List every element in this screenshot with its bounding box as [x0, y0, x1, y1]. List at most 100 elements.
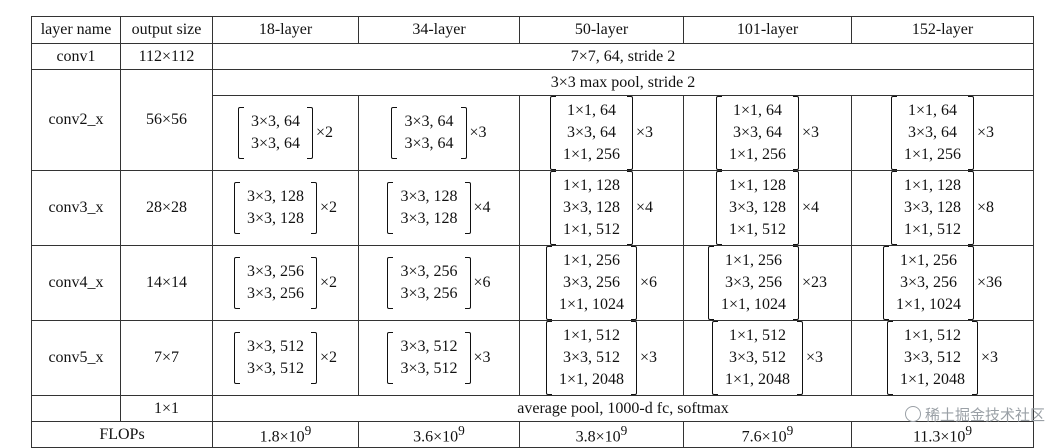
bracket-matrix: 1×1, 128 3×3, 128 1×1, 512	[549, 170, 633, 246]
block-line: 3×3, 512	[246, 360, 304, 377]
bracket-matrix: 1×1, 256 3×3, 256 1×1, 1024	[545, 245, 637, 321]
block-line: 1×1, 256	[562, 146, 620, 163]
watermark: 稀土掘金技术社区	[904, 404, 1045, 425]
block-cell: 1×1, 64 3×3, 64 1×1, 256 ×3	[519, 95, 684, 171]
block-multiplier: ×4	[473, 199, 491, 216]
output-size-cell: 1×1	[120, 395, 213, 422]
block-multiplier: ×3	[636, 124, 654, 141]
residual-block: 1×1, 512 3×3, 512 1×1, 2048 ×3	[711, 320, 824, 396]
block-line: 1×1, 256	[903, 146, 961, 163]
block-cell: 1×1, 256 3×3, 256 1×1, 1024 ×23	[683, 245, 852, 321]
flops-mantissa: 3.6	[413, 428, 434, 446]
block-line: 3×3, 64	[250, 113, 300, 130]
bracket-matrix: 1×1, 128 3×3, 128 1×1, 512	[890, 170, 974, 246]
flops-times: ×10	[279, 428, 305, 446]
block-line: 3×3, 64	[404, 135, 454, 152]
residual-block: 3×3, 256 3×3, 256 ×6	[387, 256, 491, 310]
resnet-architecture-table: layer name output size 18-layer 34-layer 50-…	[31, 16, 1034, 448]
layer-name-cell: conv1	[31, 43, 121, 70]
header-cell: 101-layer	[683, 16, 852, 44]
residual-block: 1×1, 128 3×3, 128 1×1, 512 ×4	[715, 170, 820, 246]
block-multiplier: ×3	[473, 349, 491, 366]
block-line: 3×3, 64	[404, 113, 454, 130]
residual-block: 1×1, 128 3×3, 128 1×1, 512 ×4	[549, 170, 653, 246]
block-line: 1×1, 2048	[558, 371, 624, 388]
avgpool-row: 1×1 average pool, 1000-d fc, softmax	[31, 395, 1034, 422]
block-cell: 3×3, 256 3×3, 256 ×2	[212, 245, 359, 321]
bracket-matrix: 3×3, 512 3×3, 512	[387, 331, 471, 385]
block-multiplier: ×2	[320, 349, 338, 366]
residual-block: 1×1, 64 3×3, 64 1×1, 256 ×3	[890, 95, 994, 171]
block-line: 3×3, 512	[903, 349, 961, 366]
layer-name-cell: conv2_x	[31, 69, 121, 171]
output-size-cell: 14×14	[120, 245, 213, 321]
block-cell: 1×1, 256 3×3, 256 1×1, 1024 ×6	[519, 245, 684, 321]
block-line: 1×1, 256	[899, 252, 957, 269]
block-multiplier: ×4	[802, 199, 820, 216]
block-line: 3×3, 256	[899, 274, 957, 291]
block-multiplier: ×23	[802, 274, 828, 291]
bracket-matrix: 3×3, 256 3×3, 256	[387, 256, 471, 310]
maxpool-row: conv2_x 56×56 3×3 max pool, stride 2	[31, 69, 1034, 171]
block-line: 1×1, 64	[732, 102, 782, 119]
flops-times: ×10	[761, 428, 787, 446]
residual-block: 3×3, 128 3×3, 128 ×4	[387, 181, 491, 235]
output-size-cell: 28×28	[120, 170, 213, 246]
block-cell: 3×3, 256 3×3, 256 ×6	[358, 245, 520, 321]
stage-row: conv4_x 14×14 3×3, 256 3×3, 256 ×2 3×3, 256 3×…	[31, 245, 1034, 321]
block-cell: 3×3, 128 3×3, 128 ×4	[358, 170, 520, 246]
flops-mantissa: 3.8	[575, 428, 596, 446]
block-line: 3×3, 256	[562, 274, 620, 291]
block-multiplier: ×36	[977, 274, 1003, 291]
residual-block: 3×3, 64 3×3, 64 ×2	[237, 106, 334, 160]
bracket-matrix: 1×1, 64 3×3, 64 1×1, 256	[715, 95, 799, 171]
block-line: 1×1, 2048	[899, 371, 965, 388]
block-cell: 3×3, 512 3×3, 512 ×2	[212, 320, 359, 396]
header-cell: layer name	[31, 16, 121, 44]
block-line: 3×3, 128	[246, 188, 304, 205]
block-line: 3×3, 512	[728, 349, 786, 366]
block-cell: 1×1, 128 3×3, 128 1×1, 512 ×4	[683, 170, 852, 246]
flops-value-cell: 7.6×109	[683, 421, 852, 448]
block-multiplier: ×8	[977, 199, 995, 216]
block-line: 3×3, 64	[907, 124, 957, 141]
flops-value-cell: 11.3×109	[851, 421, 1034, 448]
block-line: 3×3, 64	[732, 124, 782, 141]
flops-label-cell: FLOPs	[31, 421, 213, 448]
block-line: 1×1, 1024	[558, 296, 624, 313]
bracket-matrix: 3×3, 128 3×3, 128	[233, 181, 317, 235]
block-line: 1×1, 128	[903, 177, 961, 194]
flops-exponent: 9	[620, 422, 628, 438]
block-line: 1×1, 256	[724, 252, 782, 269]
block-line: 3×3, 512	[246, 338, 304, 355]
flops-mantissa: 11.3	[912, 428, 941, 446]
flops-times: ×10	[595, 428, 621, 446]
block-line: 3×3, 128	[728, 199, 786, 216]
header-cell: 34-layer	[358, 16, 520, 44]
layer-name-cell: conv5_x	[31, 320, 121, 396]
flops-value-cell: 1.8×109	[212, 421, 359, 448]
bracket-matrix: 3×3, 64 3×3, 64	[391, 106, 467, 160]
block-line: 3×3, 512	[562, 349, 620, 366]
residual-block: 1×1, 64 3×3, 64 1×1, 256 ×3	[549, 95, 654, 171]
block-line: 3×3, 128	[562, 199, 620, 216]
residual-block: 1×1, 512 3×3, 512 1×1, 2048 ×3	[545, 320, 657, 396]
avgpool-spec-cell: average pool, 1000-d fc, softmax	[212, 395, 1034, 422]
block-line: 1×1, 512	[903, 221, 961, 238]
block-line: 1×1, 512	[562, 327, 620, 344]
block-multiplier: ×3	[806, 349, 824, 366]
residual-block: 1×1, 128 3×3, 128 1×1, 512 ×8	[890, 170, 995, 246]
block-line: 1×1, 128	[728, 177, 786, 194]
watermark-text: 稀土掘金技术社区	[924, 406, 1045, 424]
block-cell: 1×1, 512 3×3, 512 1×1, 2048 ×3	[683, 320, 852, 396]
bracket-matrix: 1×1, 256 3×3, 256 1×1, 1024	[707, 245, 799, 321]
block-line: 1×1, 128	[562, 177, 620, 194]
block-line: 1×1, 64	[907, 102, 957, 119]
block-cell: 1×1, 128 3×3, 128 1×1, 512 ×4	[519, 170, 684, 246]
header-cell: 152-layer	[851, 16, 1034, 44]
block-cell: 3×3, 128 3×3, 128 ×2	[212, 170, 359, 246]
flops-value-cell: 3.6×109	[358, 421, 520, 448]
block-multiplier: ×2	[316, 124, 334, 141]
block-cell: 1×1, 512 3×3, 512 1×1, 2048 ×3	[851, 320, 1034, 396]
block-cell: 1×1, 512 3×3, 512 1×1, 2048 ×3	[519, 320, 684, 396]
